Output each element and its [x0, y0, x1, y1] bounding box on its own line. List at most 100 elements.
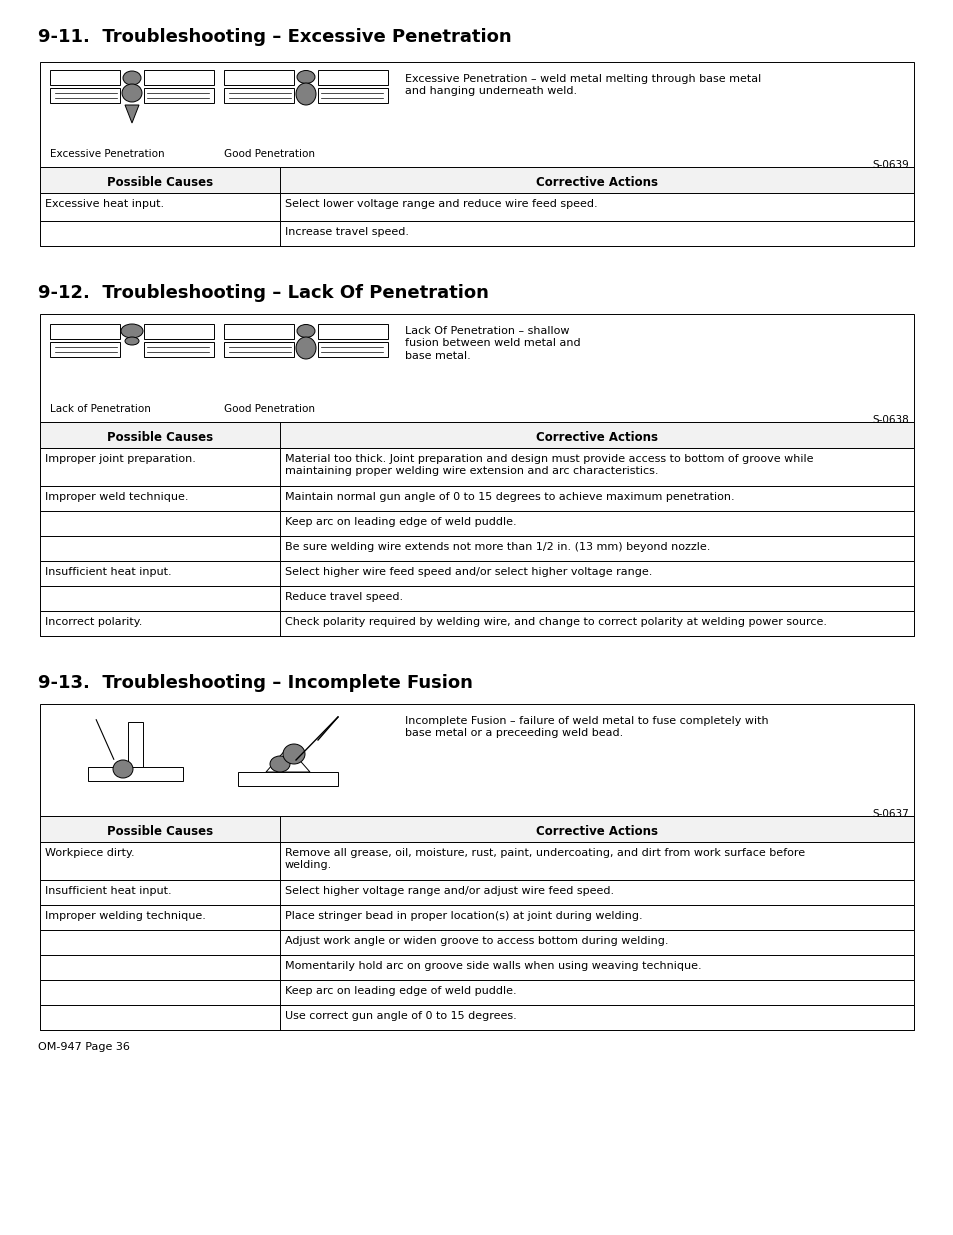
Bar	[50, 342, 120, 357]
Bar	[144, 88, 213, 103]
Text: Keep arc on leading edge of weld puddle.: Keep arc on leading edge of weld puddle.	[285, 517, 517, 527]
Text: S-0637: S-0637	[871, 809, 908, 819]
Bar	[40, 704, 913, 816]
Bar	[144, 324, 213, 338]
Text: OM-947 Page 36: OM-947 Page 36	[38, 1042, 130, 1052]
Bar	[40, 585, 913, 611]
Bar	[40, 167, 913, 246]
Text: Select higher voltage range and/or adjust wire feed speed.: Select higher voltage range and/or adjus…	[285, 885, 614, 897]
Text: Good Penetration: Good Penetration	[224, 404, 314, 414]
Bar	[40, 930, 913, 955]
Bar	[40, 955, 913, 981]
Ellipse shape	[121, 324, 143, 338]
Bar	[128, 722, 143, 767]
Bar	[40, 422, 913, 448]
Bar	[224, 70, 294, 85]
Text: Select higher wire feed speed and/or select higher voltage range.: Select higher wire feed speed and/or sel…	[285, 567, 652, 577]
Text: Be sure welding wire extends not more than 1/2 in. (13 mm) beyond nozzle.: Be sure welding wire extends not more th…	[285, 542, 710, 552]
Text: Material too thick. Joint preparation and design must provide access to bottom o: Material too thick. Joint preparation an…	[285, 454, 813, 477]
Text: 9-13.  Troubleshooting – Incomplete Fusion: 9-13. Troubleshooting – Incomplete Fusio…	[38, 674, 473, 692]
Text: Reduce travel speed.: Reduce travel speed.	[285, 592, 403, 601]
Text: Improper weld technique.: Improper weld technique.	[45, 492, 189, 501]
Bar	[40, 881, 913, 905]
Text: Possible Causes: Possible Causes	[107, 177, 213, 189]
Ellipse shape	[125, 337, 139, 345]
Bar	[50, 70, 120, 85]
Ellipse shape	[112, 760, 132, 778]
Bar	[40, 981, 913, 1005]
Text: Maintain normal gun angle of 0 to 15 degrees to achieve maximum penetration.: Maintain normal gun angle of 0 to 15 deg…	[285, 492, 734, 501]
Ellipse shape	[296, 70, 314, 84]
Bar	[317, 342, 388, 357]
Text: Lack Of Penetration – shallow
fusion between weld metal and
base metal.: Lack Of Penetration – shallow fusion bet…	[405, 326, 580, 361]
Text: Incomplete Fusion – failure of weld metal to fuse completely with
base metal or : Incomplete Fusion – failure of weld meta…	[405, 716, 768, 739]
Text: Check polarity required by welding wire, and change to correct polarity at weldi: Check polarity required by welding wire,…	[285, 618, 826, 627]
Bar	[88, 767, 183, 781]
Ellipse shape	[123, 70, 141, 85]
Bar	[40, 842, 913, 881]
Ellipse shape	[122, 84, 142, 103]
Bar	[317, 324, 388, 338]
Bar	[40, 816, 913, 1030]
Ellipse shape	[283, 743, 305, 764]
Text: Possible Causes: Possible Causes	[107, 825, 213, 839]
Ellipse shape	[295, 337, 315, 359]
Text: Place stringer bead in proper location(s) at joint during welding.: Place stringer bead in proper location(s…	[285, 911, 642, 921]
Ellipse shape	[270, 756, 290, 772]
Text: S-0638: S-0638	[871, 415, 908, 425]
Bar	[40, 487, 913, 511]
Ellipse shape	[296, 325, 314, 337]
Text: 9-11.  Troubleshooting – Excessive Penetration: 9-11. Troubleshooting – Excessive Penetr…	[38, 28, 511, 46]
Bar	[317, 70, 388, 85]
Text: Incorrect polarity.: Incorrect polarity.	[45, 618, 142, 627]
Text: Use correct gun angle of 0 to 15 degrees.: Use correct gun angle of 0 to 15 degrees…	[285, 1011, 517, 1021]
Bar	[40, 221, 913, 246]
Bar	[224, 88, 294, 103]
Polygon shape	[125, 105, 139, 124]
Text: Excessive heat input.: Excessive heat input.	[45, 199, 164, 209]
Bar	[224, 324, 294, 338]
Text: Possible Causes: Possible Causes	[107, 431, 213, 445]
Bar	[40, 611, 913, 636]
Bar	[40, 448, 913, 487]
Bar	[50, 324, 120, 338]
Bar	[40, 167, 913, 193]
Bar	[224, 342, 294, 357]
Text: S-0639: S-0639	[871, 161, 908, 170]
Text: Excessive Penetration – weld metal melting through base metal
and hanging undern: Excessive Penetration – weld metal melti…	[405, 74, 760, 96]
Text: Remove all grease, oil, moisture, rust, paint, undercoating, and dirt from work : Remove all grease, oil, moisture, rust, …	[285, 848, 804, 871]
Text: Insufficient heat input.: Insufficient heat input.	[45, 885, 172, 897]
Bar	[40, 905, 913, 930]
Text: Good Penetration: Good Penetration	[224, 149, 314, 159]
Text: Improper joint preparation.: Improper joint preparation.	[45, 454, 195, 464]
Bar	[40, 62, 913, 167]
Bar	[40, 422, 913, 636]
Bar	[50, 88, 120, 103]
Bar	[144, 342, 213, 357]
Bar	[40, 314, 913, 422]
Text: Corrective Actions: Corrective Actions	[536, 825, 658, 839]
Bar	[40, 511, 913, 536]
Bar	[40, 1005, 913, 1030]
Text: Corrective Actions: Corrective Actions	[536, 431, 658, 445]
Text: Workpiece dirty.: Workpiece dirty.	[45, 848, 134, 858]
Text: Improper welding technique.: Improper welding technique.	[45, 911, 206, 921]
Text: Increase travel speed.: Increase travel speed.	[285, 227, 409, 237]
Bar	[40, 193, 913, 221]
Text: Keep arc on leading edge of weld puddle.: Keep arc on leading edge of weld puddle.	[285, 986, 517, 995]
Bar	[40, 536, 913, 561]
Text: Insufficient heat input.: Insufficient heat input.	[45, 567, 172, 577]
Text: Select lower voltage range and reduce wire feed speed.: Select lower voltage range and reduce wi…	[285, 199, 597, 209]
Text: Corrective Actions: Corrective Actions	[536, 177, 658, 189]
Bar	[40, 561, 913, 585]
Bar	[144, 70, 213, 85]
Text: Momentarily hold arc on groove side walls when using weaving technique.: Momentarily hold arc on groove side wall…	[285, 961, 700, 971]
Text: Excessive Penetration: Excessive Penetration	[50, 149, 165, 159]
Text: 9-12.  Troubleshooting – Lack Of Penetration: 9-12. Troubleshooting – Lack Of Penetrat…	[38, 284, 488, 303]
Polygon shape	[266, 747, 310, 772]
Bar	[237, 772, 337, 785]
Text: Adjust work angle or widen groove to access bottom during welding.: Adjust work angle or widen groove to acc…	[285, 936, 668, 946]
Bar	[40, 816, 913, 842]
Text: Lack of Penetration: Lack of Penetration	[50, 404, 151, 414]
Ellipse shape	[295, 83, 315, 105]
